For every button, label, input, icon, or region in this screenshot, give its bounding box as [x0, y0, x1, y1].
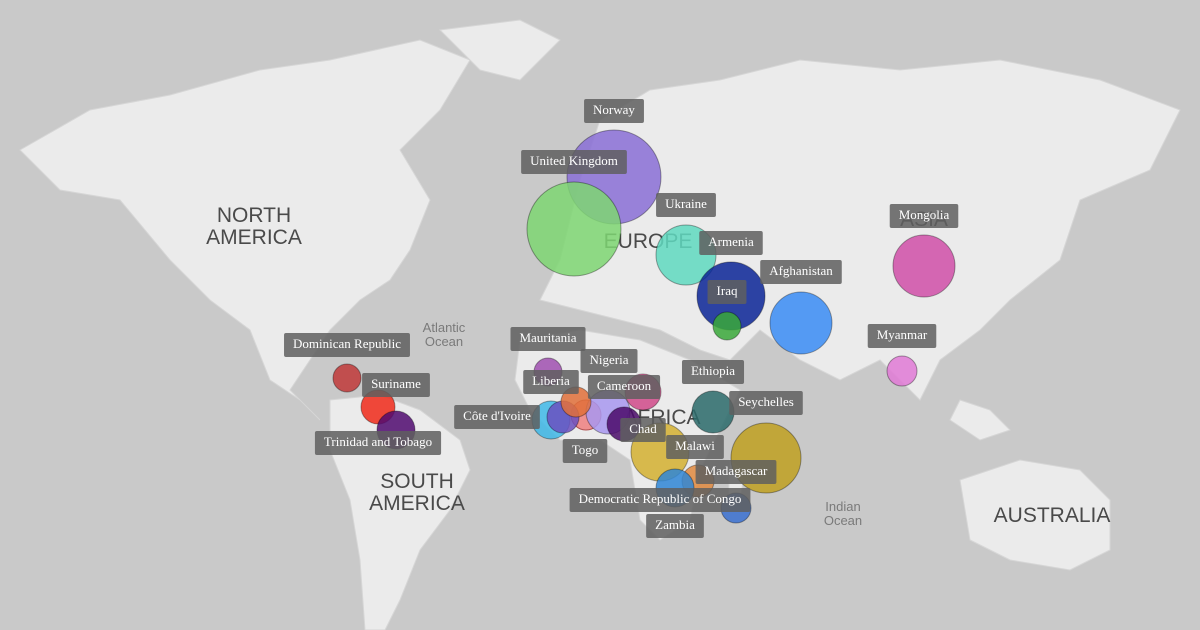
label-box — [284, 333, 410, 357]
country-label: Democratic Republic of Congo — [579, 491, 742, 506]
label-box — [584, 99, 644, 123]
label-box — [695, 460, 777, 484]
country-bubble — [691, 390, 735, 434]
label-box — [523, 370, 579, 394]
country-label: Armenia — [708, 234, 754, 249]
label-box — [889, 204, 959, 228]
country-label: Ukraine — [665, 196, 707, 211]
country-label: Nigeria — [590, 352, 629, 367]
continent-label: AMERICA — [206, 226, 302, 249]
label-box — [760, 260, 842, 284]
country-label: Myanmar — [877, 327, 928, 342]
continent-label: AMERICA — [369, 492, 465, 515]
country-labels: Norway United Kingdom Ukraine Iraq Armenia Af… — [284, 99, 959, 538]
country-bubble — [886, 355, 918, 387]
label-box — [562, 439, 608, 463]
country-label: Iraq — [717, 283, 738, 298]
label-box — [707, 280, 747, 304]
country-label: Malawi — [675, 438, 715, 453]
label-box — [620, 418, 666, 442]
country-label: Ethiopia — [691, 363, 735, 378]
country-label: Suriname — [371, 376, 421, 391]
country-label: Dominican Republic — [293, 336, 401, 351]
label-box — [587, 375, 661, 399]
country-label: Trinidad and Tobago — [324, 434, 432, 449]
country-label: Mauritania — [519, 330, 576, 345]
country-label: Togo — [572, 442, 599, 457]
country-label: Zambia — [655, 517, 695, 532]
country-label: Chad — [629, 421, 657, 436]
label-box — [454, 405, 540, 429]
label-box — [646, 514, 704, 538]
country-bubble — [526, 181, 622, 277]
label-box — [666, 435, 724, 459]
ocean-label: Atlantic — [423, 320, 466, 335]
label-box — [569, 488, 751, 512]
country-label: Mongolia — [899, 207, 950, 222]
ocean-label: Indian — [825, 499, 860, 514]
continent-label: NORTH — [217, 204, 291, 227]
country-label: Afghanistan — [769, 263, 833, 278]
country-label: Madagascar — [705, 463, 768, 478]
label-box — [656, 193, 716, 217]
label-box — [314, 431, 442, 455]
country-label: Liberia — [532, 373, 570, 388]
country-label: Seychelles — [738, 394, 794, 409]
country-label: Norway — [593, 102, 635, 117]
continent-label: SOUTH — [380, 470, 454, 493]
country-label: Cameroon — [597, 378, 652, 393]
label-box — [699, 231, 763, 255]
country-bubble — [712, 311, 742, 341]
label-box — [362, 373, 430, 397]
label-box — [510, 327, 586, 351]
country-bubble — [332, 363, 362, 393]
country-bubble — [769, 291, 833, 355]
label-box — [580, 349, 638, 373]
ocean-label: Ocean — [425, 334, 463, 349]
label-box — [729, 391, 803, 415]
label-box — [681, 360, 745, 384]
country-label: Côte d'Ivoire — [463, 408, 531, 423]
country-label: United Kingdom — [530, 153, 618, 168]
ocean-label: Ocean — [824, 513, 862, 528]
continent-label: AUSTRALIA — [994, 504, 1111, 527]
label-box — [521, 150, 627, 174]
label-box — [867, 324, 937, 348]
country-bubble — [892, 234, 956, 298]
